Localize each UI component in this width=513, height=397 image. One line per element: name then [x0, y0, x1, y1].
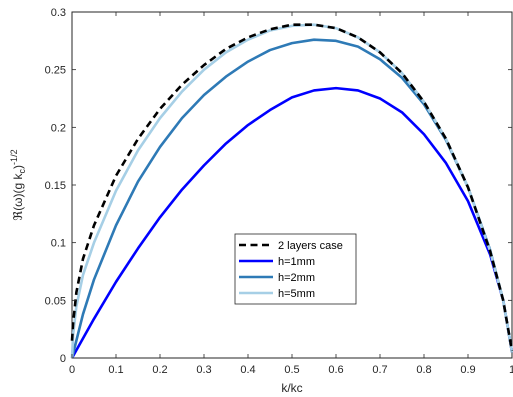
y-axis-label: ℜ(ω)(g kc)-1/2 — [9, 149, 27, 220]
y-tick-label: 0.3 — [51, 7, 66, 19]
x-tick-label: 0.4 — [240, 364, 255, 376]
x-tick-label: 0.6 — [328, 364, 343, 376]
x-tick-label: 0.1 — [108, 364, 123, 376]
y-tick-label: 0.05 — [45, 295, 66, 307]
y-tick-label: 0 — [60, 353, 66, 365]
legend-label-1: h=1mm — [278, 256, 315, 268]
y-tick-label: 0.15 — [45, 180, 66, 192]
legend-label-3: h=5mm — [278, 288, 315, 300]
series-line-0 — [70, 23, 513, 352]
x-tick-label: 0.5 — [284, 364, 299, 376]
series-layer — [70, 23, 513, 359]
x-tick-label: 0.8 — [416, 364, 431, 376]
x-tick-label: 0.2 — [152, 364, 167, 376]
y-tick-label: 0.1 — [51, 238, 66, 250]
series-line-1 — [70, 86, 513, 359]
x-tick-label: 0.3 — [196, 364, 211, 376]
y-axis-label-subscript: c — [17, 168, 27, 173]
y-axis-label-base: ℜ(ω)(g k — [11, 172, 25, 220]
legend: 2 layers case h=1mm h=2mm h=5mm — [234, 233, 357, 305]
legend-label-0: 2 layers case — [278, 240, 343, 252]
x-tick-label: 0.7 — [372, 364, 387, 376]
x-tick-label: 0.9 — [460, 364, 475, 376]
y-axis-label-superscript: -1/2 — [9, 149, 19, 165]
legend-entries: 2 layers case h=1mm h=2mm h=5mm — [239, 240, 343, 300]
plot-area — [71, 11, 513, 359]
y-tick-label: 0.25 — [45, 65, 66, 77]
y-tick-label: 0.2 — [51, 122, 66, 134]
y-axis-label-close: ) — [11, 165, 25, 169]
x-axis-label: k/kc — [281, 381, 302, 395]
series-line-3 — [70, 23, 513, 359]
x-tick-label: 1 — [509, 364, 513, 376]
x-tick-label: 0 — [69, 364, 75, 376]
ticks-layer: 0 0.1 0.2 0.3 0.4 0.5 0.6 0.7 0.8 0.9 1 0 0.05 0.1 0.1… — [45, 7, 513, 376]
legend-label-2: h=2mm — [278, 272, 315, 284]
